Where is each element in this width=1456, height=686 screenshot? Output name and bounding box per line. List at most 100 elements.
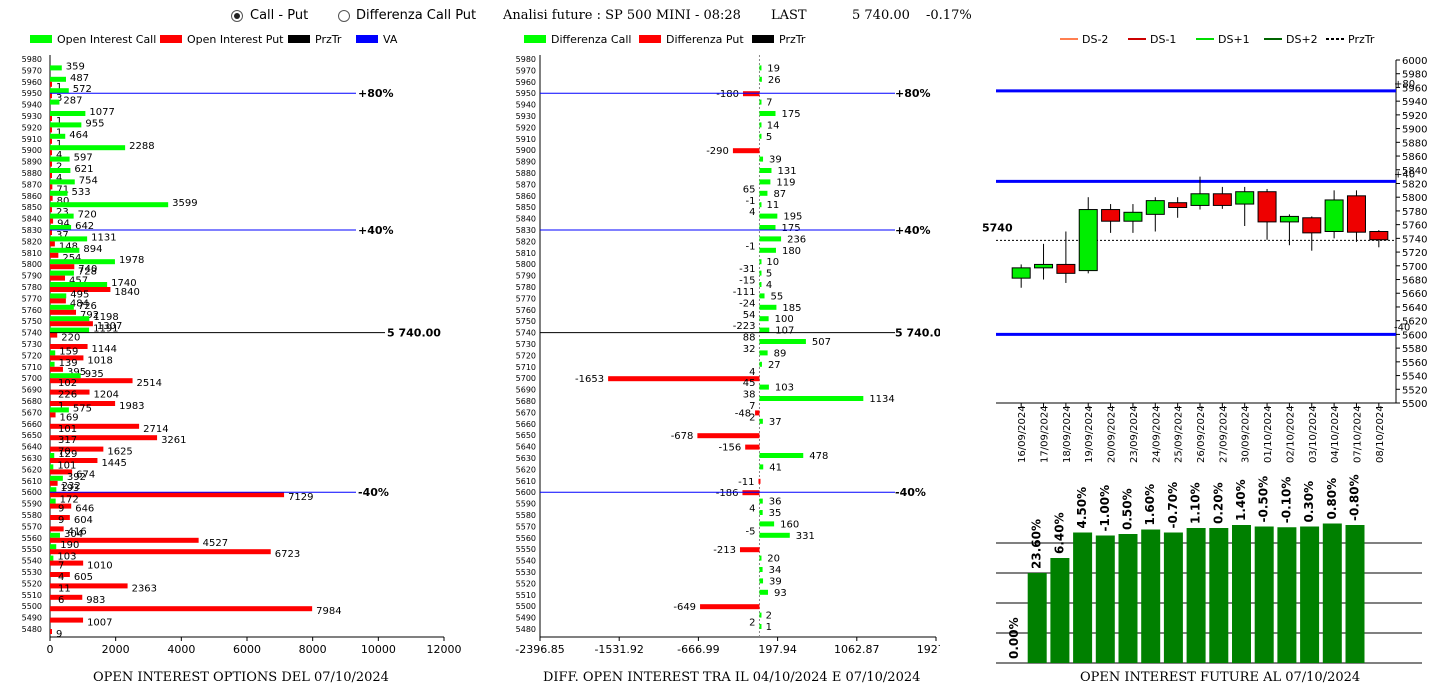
diff-bar [759, 247, 776, 253]
call-value-label: 139 [59, 358, 78, 369]
put-bar [50, 173, 52, 178]
put-bar [50, 332, 58, 338]
diff-value-label: 19 [767, 63, 780, 74]
call-bar [50, 190, 68, 196]
y-tick-label: 5600 [1402, 330, 1427, 341]
candle-body [1034, 263, 1054, 269]
oi-bar [1050, 558, 1070, 663]
strike-label: 5870 [516, 180, 536, 189]
put-bar [50, 572, 70, 577]
extra-value-label: -111 [733, 287, 756, 298]
y-tick-label: 5880 [1402, 138, 1427, 149]
y-tick-label: 5740 [1402, 234, 1427, 245]
y-tick-label: 5840 [1402, 166, 1427, 177]
strike-label: 5970 [22, 66, 42, 75]
put-value-label: 740 [78, 264, 97, 275]
oi-bar [1095, 535, 1115, 663]
diff-value-label: -649 [673, 602, 696, 613]
oi-bar [1209, 528, 1229, 663]
candle-body [1123, 211, 1143, 222]
x-tick-label: 27/09/2024 [1218, 405, 1229, 463]
call-value-label: 720 [78, 210, 97, 221]
put-value-label: 1307 [97, 321, 122, 332]
call-bar [50, 76, 66, 82]
legend-label: Differenza Call [551, 33, 631, 46]
strike-label: 5860 [516, 192, 536, 201]
oi-change-label: 23.60% [1030, 519, 1044, 569]
extra-value-label: -223 [733, 321, 756, 332]
level-label: 5 740.00 [387, 327, 441, 340]
strike-label: 5690 [22, 386, 42, 395]
call-value-label: 495 [70, 289, 89, 300]
legend-swatch [752, 35, 774, 43]
oi-bar [1345, 525, 1365, 663]
call-value-label: 359 [66, 61, 85, 72]
strike-label: 5750 [516, 317, 536, 326]
diff-value-label: -186 [716, 488, 739, 499]
x-tick-label: 10000 [361, 643, 396, 656]
diff-value-label: -156 [718, 443, 741, 454]
strike-label: 5850 [22, 203, 42, 212]
strike-label: 5530 [516, 568, 536, 577]
strike-label: 5520 [516, 579, 536, 588]
strike-label: 5790 [516, 272, 536, 281]
diff-bar [759, 304, 777, 310]
strike-label: 5750 [22, 317, 42, 326]
call-bar [50, 350, 56, 356]
call-bar [50, 236, 88, 242]
diff-value-label: 11 [766, 200, 779, 211]
strike-label: 5690 [516, 386, 536, 395]
diff-value-label: 107 [775, 326, 794, 337]
x-tick-label: 2000 [102, 643, 130, 656]
strike-label: 5550 [22, 545, 42, 554]
caption-options: OPEN INTEREST OPTIONS DEL 07/10/2024 [93, 670, 389, 685]
call-bar [50, 475, 63, 481]
call-bar [50, 532, 60, 538]
candle-body [1168, 202, 1188, 208]
put-value-label: 1625 [107, 447, 132, 458]
legend-label: Differenza Put [666, 33, 744, 46]
x-tick-label: 30/09/2024 [1241, 405, 1252, 463]
level-label: +40% [358, 224, 394, 237]
put-bar [50, 230, 52, 235]
legend-label: DS+2 [1286, 33, 1318, 46]
radio-call-put[interactable] [231, 10, 243, 22]
diff-bar [759, 76, 762, 82]
y-tick-label: 5700 [1402, 262, 1427, 273]
strike-label: 5980 [516, 55, 536, 64]
call-bar [50, 65, 62, 71]
oi-bar [1322, 523, 1342, 663]
change-value: -0.17% [926, 8, 972, 23]
radio-diff[interactable] [338, 10, 350, 22]
strike-label: 5480 [22, 625, 42, 634]
call-bar [50, 168, 71, 173]
diff-value-label: -11 [738, 477, 754, 488]
put-value-label: 604 [74, 515, 93, 526]
strike-label: 5530 [22, 568, 42, 577]
y-tick-label: 5580 [1402, 344, 1427, 355]
extra-value-label: -5 [745, 526, 755, 537]
put-value-label: 395 [67, 367, 86, 378]
candle-body [1190, 193, 1210, 206]
diff-value-label: 55 [771, 291, 784, 302]
x-tick-label: 23/09/2024 [1129, 405, 1140, 463]
put-value-label: 1144 [92, 344, 117, 355]
diff-bar [759, 99, 762, 105]
diff-bar [759, 339, 806, 344]
diff-value-label: 37 [769, 417, 782, 428]
extra-value-label: 2 [749, 618, 755, 629]
put-value-label: 232 [62, 481, 81, 492]
put-bar [50, 207, 52, 213]
put-bar [50, 81, 52, 87]
level-label: 5 740.00 [895, 327, 940, 340]
strike-label: 5710 [22, 363, 42, 372]
put-bar [50, 218, 54, 224]
put-bar [50, 401, 116, 406]
diff-bar [745, 444, 760, 450]
diff-bar [759, 510, 763, 515]
x-tick-label: -666.99 [677, 643, 719, 656]
put-value-label: 1010 [87, 561, 112, 572]
strike-label: 5920 [22, 123, 42, 132]
diff-value-label: 236 [787, 234, 806, 245]
call-bar [50, 487, 57, 493]
